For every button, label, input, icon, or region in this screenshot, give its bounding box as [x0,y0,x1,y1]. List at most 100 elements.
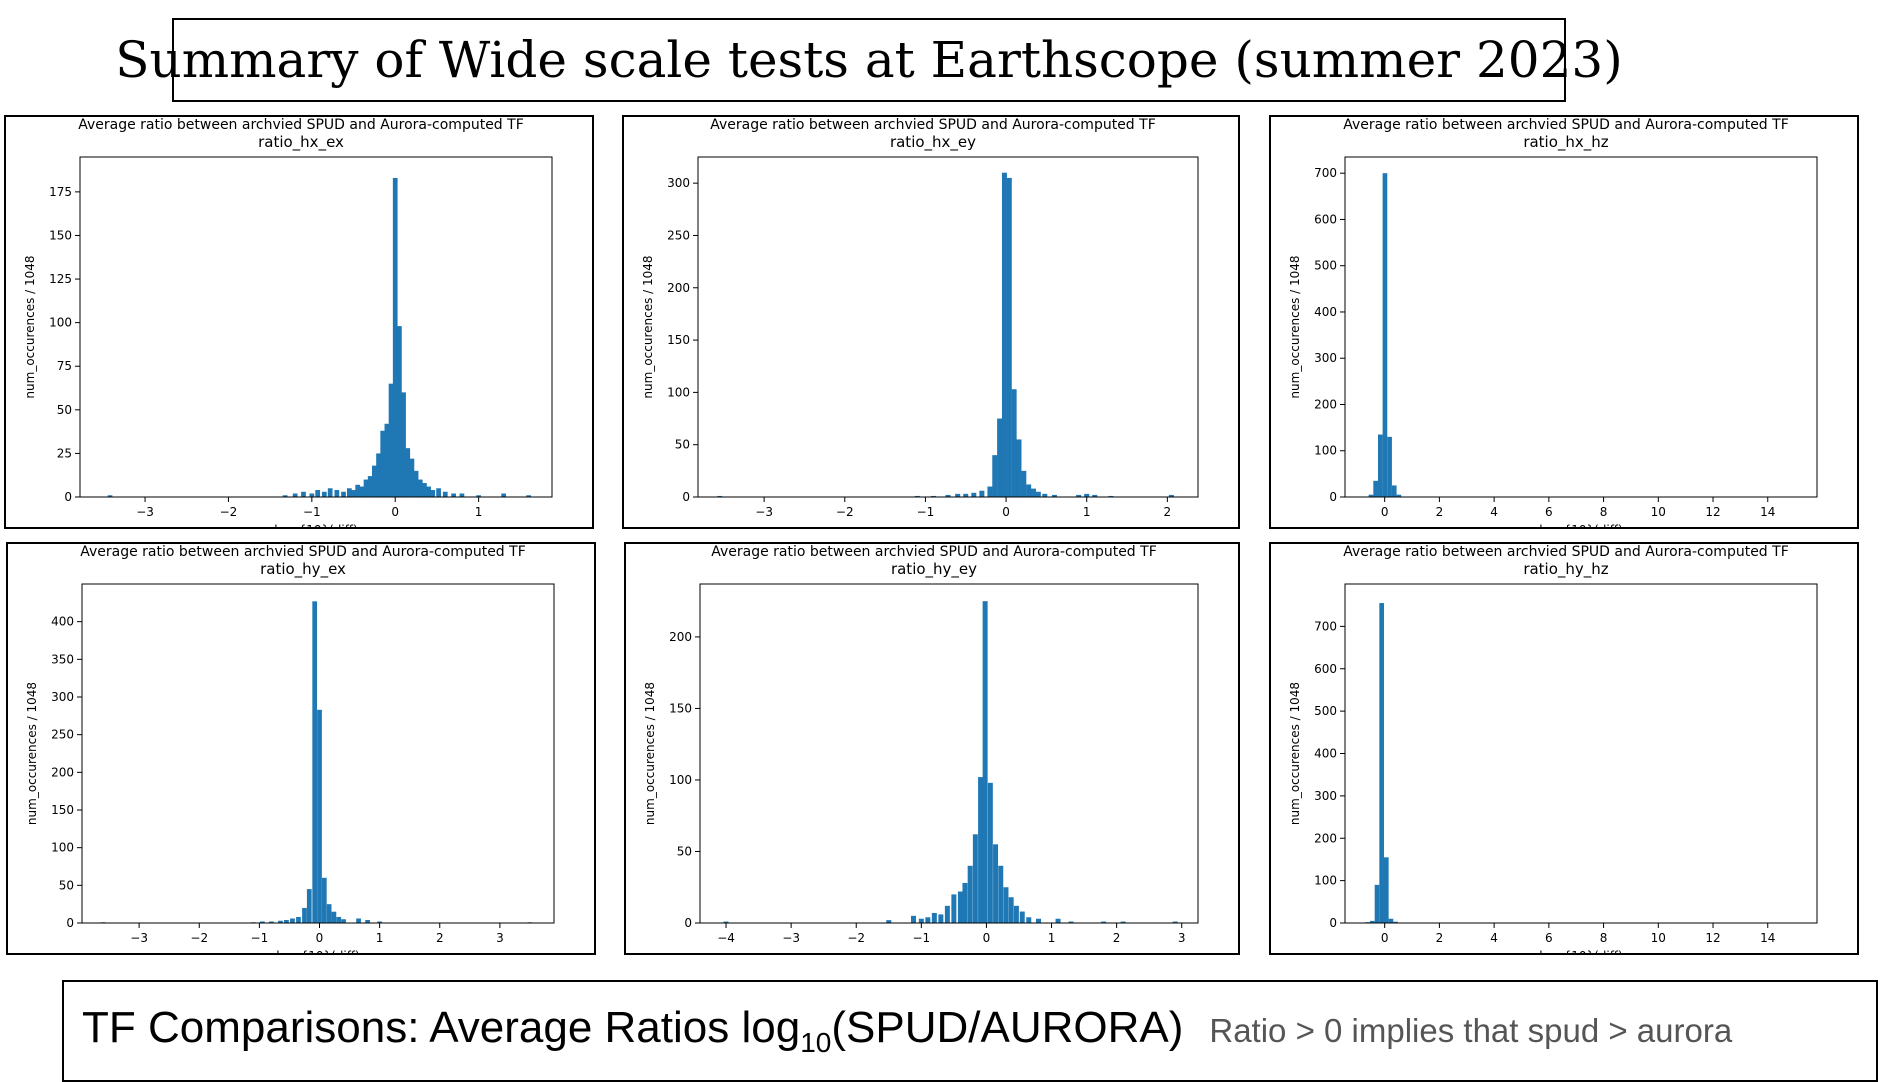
histogram-bar [460,494,465,497]
y-tick-label: 500 [1314,704,1337,718]
histogram-bar [992,455,997,497]
y-tick-label: 0 [684,916,692,930]
histogram-bar [993,844,998,923]
x-tick-label: −1 [251,931,269,945]
histogram-bar [1384,857,1389,923]
histogram-bar [341,492,346,497]
chart-title: Average ratio between archvied SPUD and … [711,544,1157,560]
histogram-bar [351,490,356,497]
histogram-bar [322,878,327,923]
histogram-bar [925,917,930,923]
histogram-bar [983,601,988,923]
footer-note: Ratio > 0 implies that spud > aurora [1209,1012,1732,1050]
y-tick-label: 125 [49,272,72,286]
histogram-bar [1373,481,1378,497]
y-tick-label: 0 [64,490,72,504]
histogram-bar [360,487,365,497]
histogram-bar [317,710,322,923]
x-tick-label: 0 [1381,505,1389,519]
slide-title: Summary of Wide scale tests at Earthscop… [115,31,1622,89]
y-tick-label: 300 [667,176,690,190]
y-tick-label: 0 [1329,490,1337,504]
plot-area-frame [1345,584,1817,923]
histogram-bar [911,916,916,923]
histogram-bar [1014,906,1019,923]
x-axis-label: log_{10}(diff) [274,523,357,529]
histogram-bar [973,834,978,923]
histogram-bar [1036,919,1041,923]
histogram-bar [971,493,976,497]
chart-subtitle: ratio_hx_hz [1523,133,1608,152]
histogram-bar [932,913,937,923]
y-tick-label: 200 [51,765,74,779]
histogram-bar [410,459,415,497]
y-tick-label: 200 [1314,831,1337,845]
y-tick-label: 700 [1314,166,1337,180]
histogram-bar [1012,389,1017,497]
y-tick-label: 300 [51,690,74,704]
y-axis-label: num_occurences / 1048 [1288,255,1302,398]
histogram-bar [302,908,307,923]
histogram-bar [998,866,1003,923]
chart-subtitle: ratio_hy_ex [260,560,346,579]
x-axis-label: log_{10}(diff) [1539,523,1622,529]
histogram-bar [1383,173,1388,497]
x-tick-label: −1 [303,505,321,519]
histogram-bar [312,601,317,923]
y-tick-label: 200 [667,281,690,295]
histogram-bar [1375,885,1380,923]
histogram-bar [1020,912,1025,923]
y-tick-label: 50 [59,878,74,892]
y-tick-label: 100 [669,773,692,787]
histogram-bar [380,431,385,497]
y-tick-label: 300 [1314,351,1337,365]
chart-panel-hy-hz: Average ratio between archvied SPUD and … [1269,542,1859,955]
histogram-bar [1031,489,1036,497]
histogram-bar [290,918,295,923]
x-tick-label: 0 [391,505,399,519]
chart-panel-hy-ex: Average ratio between archvied SPUD and … [6,542,596,955]
footer-caption-suffix: (SPUD/AURORA) [831,1003,1183,1052]
histogram-bar [293,494,298,497]
histogram-bar [332,912,337,923]
plot-area-frame [698,157,1198,497]
histogram-bar [501,494,506,497]
y-axis-label: num_occurences / 1048 [23,255,37,398]
y-tick-label: 50 [677,844,692,858]
histogram-bar [1016,439,1021,497]
histogram-bar [315,490,320,497]
y-tick-label: 25 [57,446,72,460]
y-tick-label: 250 [51,728,74,742]
y-tick-label: 0 [66,916,74,930]
histogram-bar [997,419,1002,497]
y-tick-label: 300 [1314,789,1337,803]
y-axis-label: num_occurences / 1048 [1288,682,1302,825]
chart-title: Average ratio between archvied SPUD and … [78,117,524,133]
x-tick-label: 6 [1545,505,1553,519]
y-tick-label: 200 [1314,397,1337,411]
chart-title: Average ratio between archvied SPUD and … [1343,544,1789,560]
histogram-bar [430,490,435,497]
x-tick-label: 0 [1381,931,1389,945]
y-tick-label: 150 [669,701,692,715]
y-tick-label: 600 [1314,212,1337,226]
x-tick-label: 10 [1651,931,1666,945]
y-tick-label: 350 [51,652,74,666]
histogram-hy-hz: Average ratio between archvied SPUD and … [1271,544,1859,955]
histogram-bar [443,492,448,497]
y-tick-label: 0 [682,490,690,504]
x-tick-label: 4 [1490,931,1498,945]
x-tick-label: 10 [1651,505,1666,519]
x-tick-label: 1 [376,931,384,945]
y-tick-label: 150 [49,228,72,242]
chart-panel-hy-ey: Average ratio between archvied SPUD and … [624,542,1240,955]
x-tick-label: 0 [1002,505,1010,519]
y-tick-label: 600 [1314,662,1337,676]
y-tick-label: 100 [1314,444,1337,458]
histogram-bar [968,866,973,923]
y-axis-label: num_occurences / 1048 [643,682,657,825]
x-tick-label: −3 [755,505,773,519]
y-tick-label: 50 [57,403,72,417]
slide-title-box: Summary of Wide scale tests at Earthscop… [172,18,1566,102]
histogram-bar [1002,173,1007,497]
